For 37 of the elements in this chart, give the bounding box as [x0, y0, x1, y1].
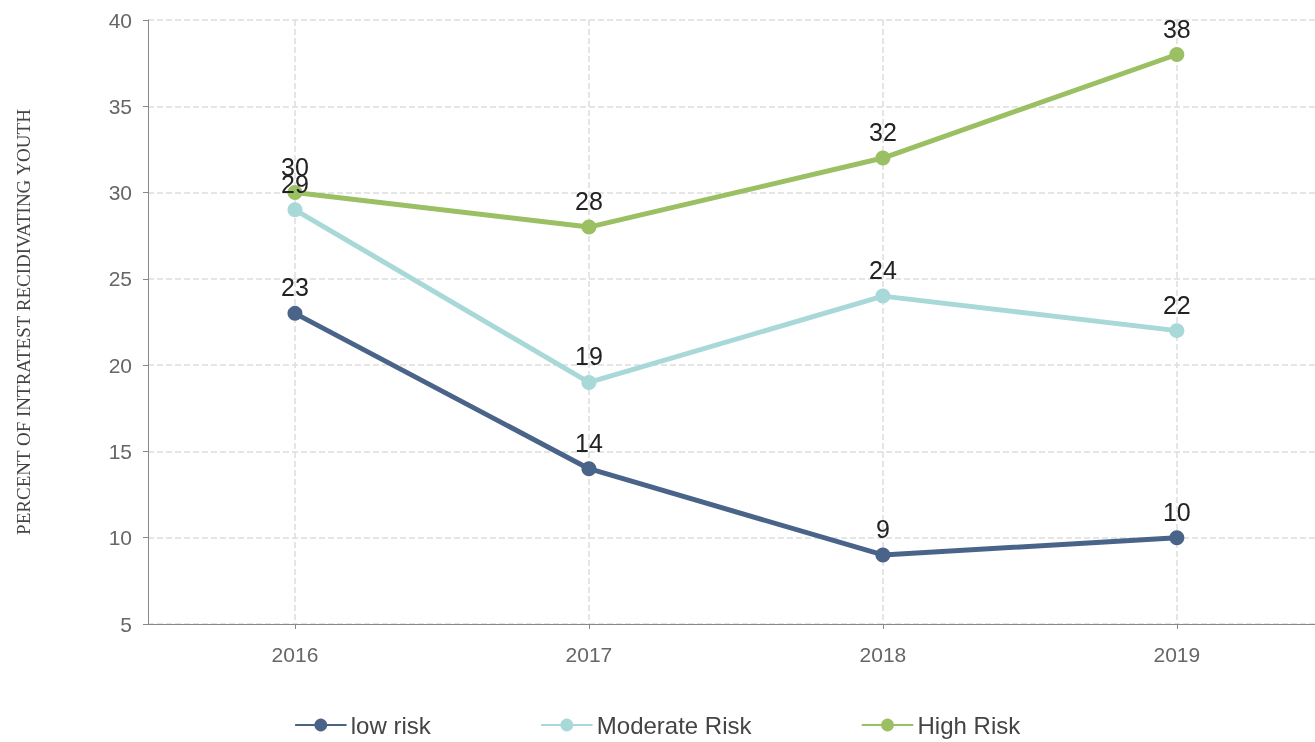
data-label: 28: [575, 187, 603, 216]
y-tick-label: 40: [108, 8, 132, 32]
point: [875, 288, 891, 304]
y-tick-label: 35: [108, 94, 132, 118]
data-label: 10: [1162, 497, 1191, 526]
point: [287, 202, 303, 218]
data-label: 23: [281, 273, 309, 302]
x-tick-label: 2018: [859, 643, 907, 666]
legend-label: High Risk: [917, 711, 1022, 739]
data-label: 9: [875, 514, 890, 543]
point: [581, 374, 597, 390]
point: [581, 461, 597, 477]
y-tick-label: 20: [108, 353, 132, 377]
data-label: 14: [575, 428, 603, 457]
y-tick-label: 5: [120, 612, 132, 636]
x-tick-label: 2016: [271, 643, 319, 666]
y-axis-title: PERCENT OF INTRATEST RECIDIVATING YOUTH: [13, 108, 34, 535]
point: [1169, 47, 1185, 63]
data-label: 38: [1162, 14, 1191, 43]
y-tick-label: 15: [108, 439, 132, 463]
legend-label: low risk: [350, 711, 432, 739]
x-tick-label: 2017: [565, 643, 613, 666]
data-label: 19: [575, 342, 603, 371]
data-label: 32: [868, 118, 897, 147]
point: [875, 547, 891, 563]
y-tick-label: 30: [108, 181, 132, 205]
point: [581, 219, 597, 235]
x-tick-label: 2019: [1153, 643, 1201, 666]
y-tick-label: 10: [108, 526, 132, 550]
point: [1169, 530, 1185, 546]
legend-label: Moderate Risk: [596, 711, 753, 739]
y-tick-label: 25: [108, 267, 132, 291]
data-label: 24: [868, 256, 897, 285]
point: [1169, 323, 1185, 339]
point: [875, 150, 891, 166]
data-label: 22: [1162, 290, 1191, 319]
point: [287, 305, 303, 321]
